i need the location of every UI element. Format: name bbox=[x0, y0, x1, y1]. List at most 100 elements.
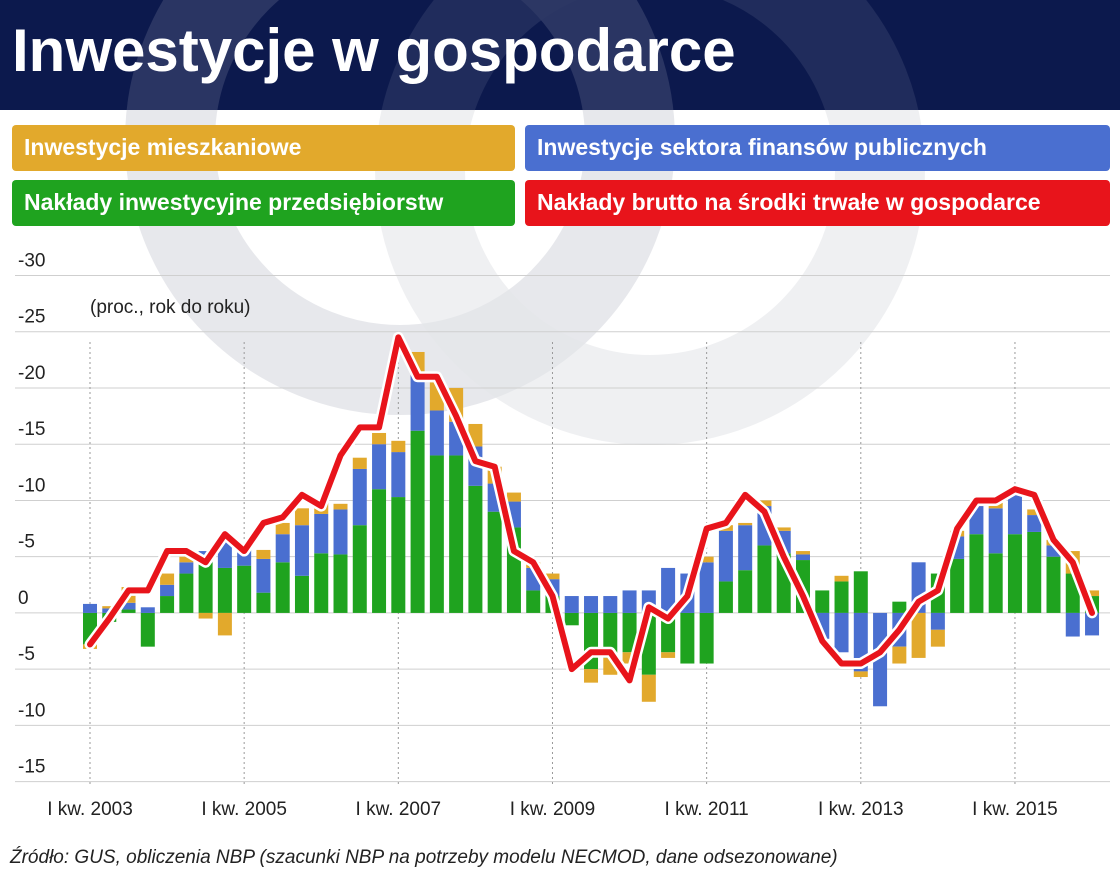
x-tick-label: I kw. 2009 bbox=[510, 799, 596, 820]
bar bbox=[718, 530, 733, 582]
bar bbox=[1046, 556, 1061, 613]
bar bbox=[603, 612, 618, 658]
source: Źródło: GUS, obliczenia NBP (szacunki NB… bbox=[9, 847, 838, 868]
bar bbox=[622, 652, 637, 664]
y-tick-label: -15 bbox=[18, 757, 45, 778]
bar bbox=[661, 652, 676, 658]
bar bbox=[256, 592, 271, 613]
bar bbox=[795, 551, 810, 555]
bar bbox=[930, 612, 945, 630]
y-tick-label: -25 bbox=[18, 307, 45, 328]
bar bbox=[892, 601, 907, 613]
bar bbox=[179, 556, 194, 563]
bar bbox=[160, 584, 175, 597]
bar bbox=[449, 455, 464, 613]
bar bbox=[699, 556, 714, 563]
bar bbox=[294, 525, 309, 576]
bar bbox=[275, 534, 290, 563]
legend-label: Nakłady brutto na środki trwałe w gospod… bbox=[537, 189, 1041, 215]
bar bbox=[160, 596, 175, 613]
bar bbox=[140, 607, 155, 613]
x-tick-label: I kw. 2015 bbox=[972, 799, 1058, 820]
bar bbox=[584, 596, 599, 613]
y-tick-label: -15 bbox=[18, 419, 45, 440]
bar bbox=[738, 522, 753, 526]
bar bbox=[718, 581, 733, 613]
bar bbox=[391, 440, 406, 453]
y-tick-label: -10 bbox=[18, 700, 45, 721]
bar bbox=[584, 669, 599, 683]
chart-title: Inwestycje w gospodarce bbox=[12, 17, 736, 84]
bar bbox=[391, 452, 406, 498]
bar bbox=[121, 609, 136, 613]
bar bbox=[410, 374, 425, 431]
bar bbox=[622, 612, 637, 653]
bar bbox=[815, 590, 830, 613]
y-tick-label: 0 bbox=[18, 588, 29, 609]
bar bbox=[545, 573, 560, 580]
bar bbox=[121, 602, 136, 610]
bar bbox=[1065, 612, 1080, 637]
bar bbox=[217, 612, 232, 636]
bar bbox=[372, 444, 387, 490]
bar bbox=[930, 629, 945, 647]
bar bbox=[160, 573, 175, 585]
x-tick-label: I kw. 2013 bbox=[818, 799, 904, 820]
bar bbox=[988, 508, 1003, 554]
bar bbox=[506, 492, 521, 502]
bar bbox=[950, 558, 965, 613]
bar bbox=[1027, 509, 1042, 516]
bar bbox=[873, 612, 888, 707]
x-tick-label: I kw. 2005 bbox=[201, 799, 287, 820]
bar bbox=[256, 558, 271, 593]
bar bbox=[1085, 590, 1100, 597]
bar bbox=[564, 612, 579, 626]
y-tick-label: -10 bbox=[18, 475, 45, 496]
bar bbox=[333, 554, 348, 613]
bar bbox=[256, 549, 271, 559]
bar bbox=[1027, 531, 1042, 613]
bar bbox=[429, 455, 444, 613]
bar bbox=[834, 612, 849, 653]
bar bbox=[834, 581, 849, 613]
bar bbox=[776, 527, 791, 531]
bar bbox=[603, 596, 618, 613]
bar bbox=[352, 525, 367, 613]
bar bbox=[333, 509, 348, 555]
bar bbox=[294, 575, 309, 613]
bar bbox=[911, 612, 926, 658]
y-axis-label: (proc., rok do roku) bbox=[90, 297, 251, 318]
y-tick-label: -30 bbox=[18, 251, 45, 272]
bar bbox=[198, 612, 213, 619]
bar bbox=[757, 500, 772, 507]
bar bbox=[487, 511, 502, 613]
bar bbox=[988, 553, 1003, 613]
bar bbox=[699, 612, 714, 664]
bar bbox=[680, 612, 695, 664]
legend-label: Inwestycje sektora finansów publicznych bbox=[537, 134, 987, 160]
bar bbox=[853, 671, 868, 678]
bar bbox=[1085, 612, 1100, 636]
plot: -30-25-20-15-10-50-5-10-15I kw. 2003 I kw… bbox=[15, 251, 1110, 820]
bar bbox=[198, 562, 213, 613]
line bbox=[87, 334, 1096, 684]
bar bbox=[102, 606, 117, 609]
y-tick-label: -20 bbox=[18, 363, 45, 384]
bar bbox=[1027, 515, 1042, 532]
bar bbox=[429, 410, 444, 456]
bar bbox=[738, 525, 753, 571]
y-tick-label: -5 bbox=[18, 532, 35, 553]
y-tick-label: -5 bbox=[18, 644, 35, 665]
legend: Nakłady inwestycyjne przedsiębiorstw Inwe… bbox=[12, 125, 1110, 226]
x-tick-label: I kw. 2007 bbox=[356, 799, 442, 820]
legend-box bbox=[525, 180, 1110, 226]
bar bbox=[352, 468, 367, 526]
bar bbox=[275, 562, 290, 613]
legend-box bbox=[12, 180, 515, 226]
bar bbox=[1007, 494, 1022, 535]
bar bbox=[699, 562, 714, 613]
bar bbox=[1046, 545, 1061, 557]
bar bbox=[853, 571, 868, 613]
bar bbox=[294, 508, 309, 526]
